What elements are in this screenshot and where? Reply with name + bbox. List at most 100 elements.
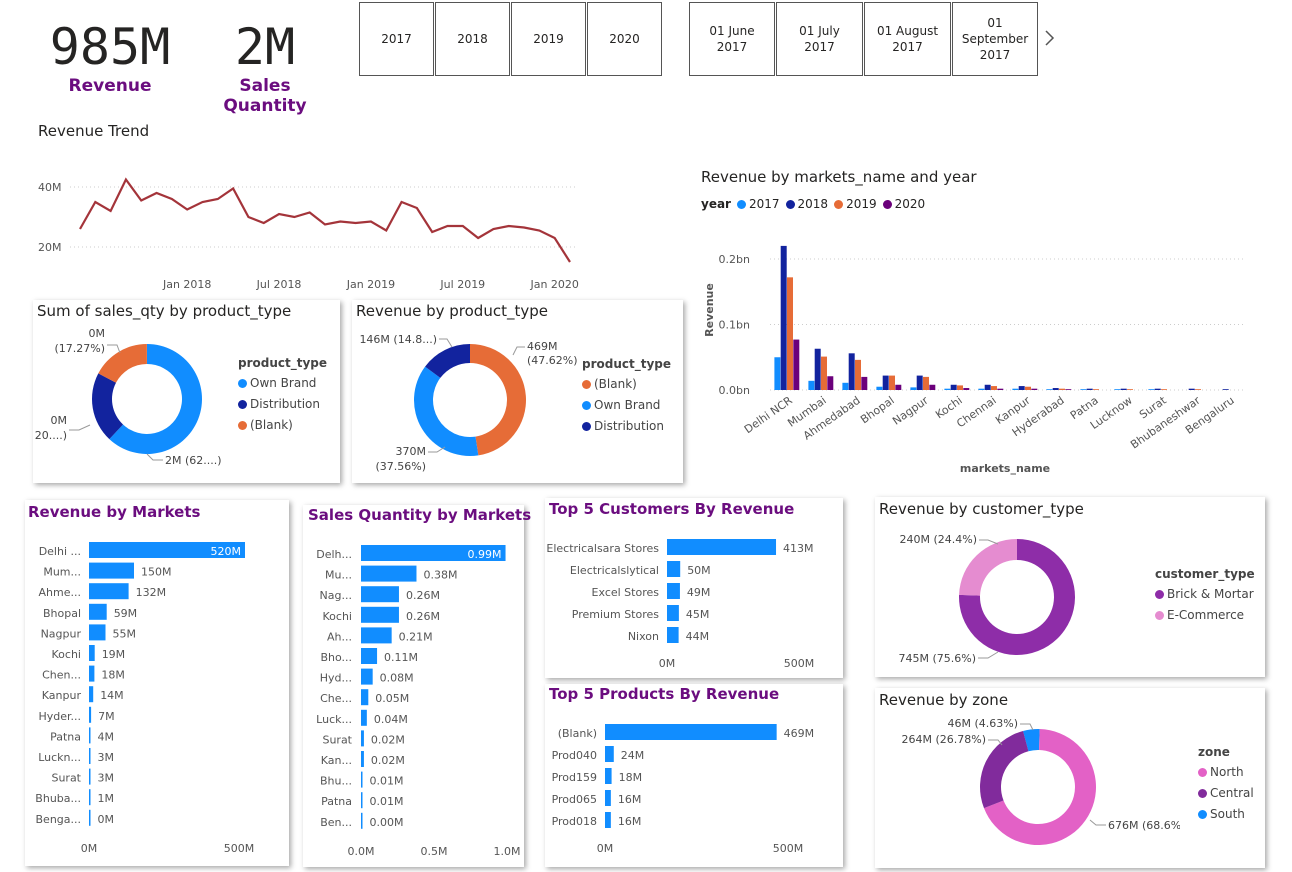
legend-item: Own Brand [582,398,671,412]
data-label: 0M [89,327,106,340]
legend-title: zone [1198,745,1230,759]
column-bar [1025,386,1031,390]
leader-line [146,453,163,461]
market-year-legend-title: year [701,197,731,211]
column-bar [944,388,951,390]
revenue-type-title: Revenue by product_type [356,302,548,320]
bar-category-label: Hyd... [320,672,352,685]
column-bar [910,387,917,390]
x-tick-label: Jan 2020 [529,278,578,291]
market-year-legend: year 2017 2018 2019 2020 [701,197,925,211]
chevron-right-icon[interactable] [1042,28,1056,52]
bar-category-label: Ahme... [39,586,81,599]
year-slicer-label: 2019 [533,32,564,46]
bar-value-label: 14M [100,689,124,702]
date-slicer-june[interactable]: 01 June 2017 [689,2,775,76]
leader-line [1089,819,1106,826]
legend-2018: 2018 [797,197,829,211]
legend-label: E-Commerce [1167,608,1245,622]
legend-title: customer_type [1155,567,1255,581]
donut-slice [980,730,1029,809]
bar-value-label: 0.99M [468,548,502,561]
year-slicer-2018[interactable]: 2018 [435,2,510,76]
zone-card [875,688,1265,868]
date-slicer-september[interactable]: 01 September 2017 [952,2,1038,76]
bar-value-label: 0.38M [423,569,457,582]
bar-category-label: Mum... [43,566,81,579]
bar [361,771,363,788]
x-tick-label: 0M [597,842,614,855]
top-customers-card [545,498,843,678]
bar-value-label: 24M [621,749,645,762]
qty-markets-title: Sales Quantity by Markets [308,506,532,524]
column-bar [848,353,855,390]
bar-category-label: Luckn... [38,751,81,764]
donut-slice [983,729,1096,845]
data-label: 676M (68.6%) [1108,819,1180,832]
bar-value-label: 132M [136,586,167,599]
data-label: 745M (75.6%) [898,652,976,665]
column-bar [814,348,821,390]
year-slicer-label: 2018 [457,32,488,46]
date-slicer-august[interactable]: 01 August 2017 [864,2,951,76]
legend-item: Distribution [238,397,327,411]
donut-slice [1022,729,1040,752]
bar-category-label: Bho... [320,651,352,664]
bar-category-label: Delhi ... [39,545,81,558]
y-tick-label: 40M [38,181,62,194]
revenue-type-donut: 146M (14.8...) 469M(47.62%) 370M (37.56%) [359,333,577,473]
bar [361,730,364,747]
bar [361,627,392,644]
bar-value-label: 3M [98,772,115,785]
legend-2019: 2019 [846,197,877,211]
x-tick-label: 500M [773,842,804,855]
column-bar [1195,389,1201,390]
bar-value-label: 18M [101,669,125,682]
bar-category-label: Surat [51,772,81,785]
x-tick-label: Delhi NCR [742,394,795,437]
bar [89,768,91,785]
bar-category-label: Kochi [323,610,352,623]
top-customers-chart: Electricalsara Stores 413M Electricalslyti… [546,539,814,670]
bar-category-label: Electricalslytical [570,564,659,577]
data-label: (20....) [35,429,67,442]
year-slicer-2020[interactable]: 2020 [587,2,662,76]
top-products-title: Top 5 Products By Revenue [549,685,780,703]
bar [89,583,129,600]
bar-value-label: 16M [618,815,642,828]
bar-value-label: 150M [141,566,172,579]
column-bar [1188,388,1195,390]
leader-line [979,539,999,545]
bar-category-label: Prod159 [552,771,597,784]
sales-qty-type-donut: 0M (17.27%) 0M (20....) 2M (62....) [35,327,222,467]
bar-value-label: 3M [98,751,115,764]
date-slicer-july[interactable]: 01 July 2017 [776,2,863,76]
leader-line [978,651,999,659]
bar-value-label: 59M [114,607,138,620]
qty-markets-chart: Delh... 0.99M Mu... 0.38M Nag... 0.26M Kochi 0.… [316,545,520,858]
bar-category-label: Bhu... [320,775,352,788]
bar [361,812,363,829]
legend-dot [882,199,892,209]
year-slicer-2019[interactable]: 2019 [511,2,586,76]
column-bar [1161,389,1167,390]
column-bar [984,384,991,390]
y-tick-label: 0.1bn [719,319,750,332]
column-bar [889,375,895,390]
bar [361,606,399,623]
bar [361,648,378,664]
bar-category-label: Surat [322,733,352,746]
bar-value-label: 0.05M [375,692,409,705]
bar-value-label: 0.00M [370,816,404,829]
year-slicer-2017[interactable]: 2017 [359,2,434,76]
column-bar [923,376,929,390]
legend-title: product_type [238,356,328,370]
zone-donut: 46M (4.63%) 264M (26.78%) 676M (68.6%) [901,717,1180,845]
revenue-markets-card [25,500,289,866]
bar-category-label: Premium Stores [572,608,660,621]
column-bar [842,382,849,390]
revenue-trend-title: Revenue Trend [38,122,150,140]
legend-label: Own Brand [594,398,661,412]
year-slicer-label: 2020 [609,32,640,46]
